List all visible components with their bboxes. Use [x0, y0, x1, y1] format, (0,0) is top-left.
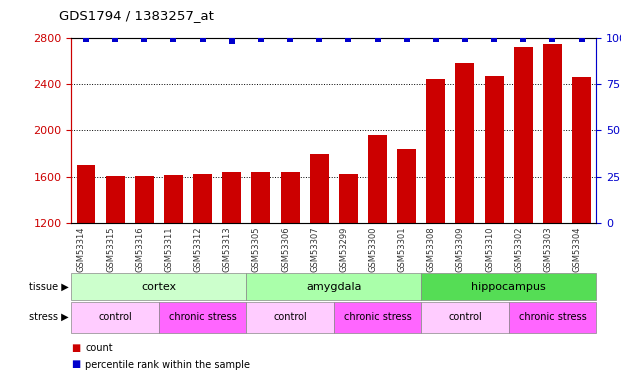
- Point: [431, 36, 441, 42]
- Text: control: control: [98, 312, 132, 322]
- Text: GSM53302: GSM53302: [514, 227, 524, 272]
- Bar: [252, 172, 270, 223]
- Bar: [368, 135, 387, 223]
- Text: stress ▶: stress ▶: [29, 312, 68, 322]
- Text: GSM53314: GSM53314: [77, 227, 86, 272]
- Point: [548, 36, 558, 42]
- Point: [81, 36, 91, 42]
- Point: [314, 36, 324, 42]
- Bar: [281, 172, 299, 223]
- Bar: [427, 79, 445, 223]
- Point: [227, 38, 237, 44]
- Text: tissue ▶: tissue ▶: [29, 282, 68, 291]
- Text: chronic stress: chronic stress: [169, 312, 237, 322]
- Bar: [339, 174, 358, 223]
- Point: [168, 36, 178, 42]
- Text: percentile rank within the sample: percentile rank within the sample: [85, 360, 250, 369]
- Text: count: count: [85, 343, 112, 352]
- Text: GSM53301: GSM53301: [397, 227, 407, 272]
- Text: GSM53310: GSM53310: [485, 227, 494, 272]
- Text: GSM53316: GSM53316: [135, 227, 144, 273]
- Text: GSM53305: GSM53305: [252, 227, 261, 272]
- Point: [460, 36, 470, 42]
- Text: ■: ■: [71, 360, 81, 369]
- Text: GSM53311: GSM53311: [165, 227, 173, 272]
- Text: GSM53300: GSM53300: [368, 227, 378, 272]
- Point: [402, 36, 412, 42]
- Text: GSM53299: GSM53299: [339, 227, 348, 272]
- Point: [285, 36, 295, 42]
- Bar: [572, 77, 591, 223]
- Text: GSM53307: GSM53307: [310, 227, 319, 273]
- Point: [139, 36, 149, 42]
- Text: chronic stress: chronic stress: [343, 312, 411, 322]
- Bar: [222, 172, 241, 223]
- Text: control: control: [448, 312, 482, 322]
- Text: GSM53312: GSM53312: [194, 227, 202, 272]
- Text: cortex: cortex: [142, 282, 176, 291]
- Bar: [193, 174, 212, 223]
- Text: ■: ■: [71, 343, 81, 352]
- Bar: [455, 63, 474, 223]
- Text: GSM53308: GSM53308: [427, 227, 436, 273]
- Text: GSM53306: GSM53306: [281, 227, 290, 273]
- Bar: [106, 176, 125, 223]
- Bar: [76, 165, 96, 223]
- Point: [343, 36, 353, 42]
- Bar: [164, 175, 183, 223]
- Text: GDS1794 / 1383257_at: GDS1794 / 1383257_at: [59, 9, 214, 22]
- Bar: [135, 176, 154, 223]
- Point: [577, 36, 587, 42]
- Text: GSM53315: GSM53315: [106, 227, 115, 272]
- Bar: [514, 47, 533, 223]
- Text: chronic stress: chronic stress: [519, 312, 586, 322]
- Bar: [543, 45, 562, 223]
- Point: [519, 36, 528, 42]
- Point: [110, 36, 120, 42]
- Point: [373, 36, 383, 42]
- Bar: [310, 153, 329, 223]
- Bar: [484, 76, 504, 223]
- Text: hippocampus: hippocampus: [471, 282, 546, 291]
- Point: [197, 36, 207, 42]
- Text: GSM53309: GSM53309: [456, 227, 465, 272]
- Text: control: control: [273, 312, 307, 322]
- Text: GSM53304: GSM53304: [573, 227, 582, 272]
- Point: [489, 36, 499, 42]
- Point: [256, 36, 266, 42]
- Text: amygdala: amygdala: [306, 282, 361, 291]
- Text: GSM53313: GSM53313: [223, 227, 232, 273]
- Text: GSM53303: GSM53303: [543, 227, 553, 273]
- Bar: [397, 150, 416, 223]
